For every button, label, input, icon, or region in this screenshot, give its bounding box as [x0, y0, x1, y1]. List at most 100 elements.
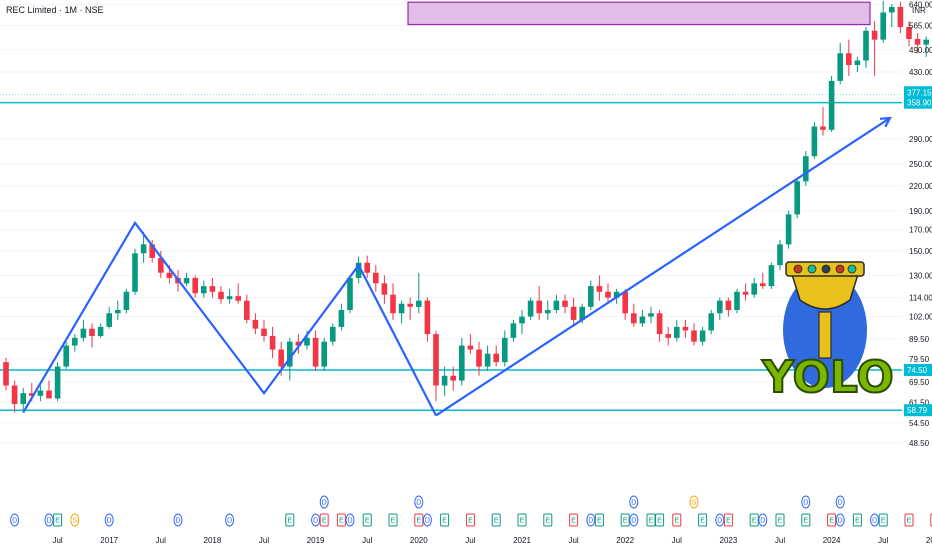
x-tick-label: Jul: [362, 536, 372, 545]
candle-body: [80, 328, 87, 338]
candle: [510, 319, 517, 342]
y-tick-label: 430.00: [909, 68, 932, 77]
chart-title: REC Limited · 1M · NSE: [6, 5, 104, 15]
marker-letter: D: [838, 500, 843, 507]
time-axis: Jul 2017 Jul 2018 Jul 2019 Jul 2020 Jul 2021 Jul 20…: [52, 536, 932, 545]
marker-shape: [689, 495, 699, 509]
candle: [674, 319, 680, 342]
candle-body: [768, 265, 775, 287]
dividend-marker: D: [870, 513, 880, 527]
earnings-marker: E: [543, 513, 553, 527]
gem-dot: [847, 264, 857, 274]
candle-body: [304, 337, 310, 346]
candle-body: [3, 362, 9, 386]
earnings-marker: E: [672, 513, 682, 527]
marker-shape: [70, 513, 80, 527]
trend-line: [435, 117, 891, 417]
marker-letter: D: [872, 518, 877, 525]
candle-body: [527, 300, 534, 317]
candle-body: [398, 303, 405, 314]
candle-body: [777, 244, 783, 266]
candle: [570, 297, 577, 327]
y-tick-label: 640.00: [909, 0, 932, 9]
candle-body: [201, 286, 207, 294]
candle-body: [209, 286, 216, 292]
candle-body: [390, 294, 396, 314]
marker-shape: [362, 513, 372, 527]
earnings-marker: E: [491, 513, 501, 527]
marker-shape: [173, 513, 183, 527]
x-tick-label: Jul: [878, 536, 888, 545]
marker-letter: D: [588, 518, 593, 525]
marker-letter: E: [700, 518, 705, 525]
earnings-marker: E: [414, 513, 424, 527]
candle-body: [811, 126, 818, 157]
y-tick-label: 220.00: [909, 182, 932, 191]
candle: [20, 388, 26, 410]
marker-letter: D: [760, 518, 765, 525]
dividend-marker: D: [414, 495, 424, 509]
candle-body: [803, 156, 809, 182]
candle: [476, 341, 482, 376]
earnings-marker: E: [827, 513, 837, 527]
candle: [562, 294, 568, 314]
candle-body: [760, 283, 766, 287]
candle: [252, 313, 259, 335]
candle: [244, 294, 250, 324]
candle-body: [106, 313, 112, 327]
marker-letter: D: [107, 518, 112, 525]
candle: [132, 248, 138, 295]
candle: [854, 56, 861, 72]
candle: [226, 288, 233, 304]
marker-letter: D: [631, 500, 636, 507]
candle-body: [519, 316, 525, 324]
candle: [846, 39, 852, 76]
candle: [682, 319, 689, 338]
candle: [760, 272, 766, 289]
marker-letter: D: [12, 518, 17, 525]
candle-body: [682, 326, 689, 331]
dividend-marker: D: [835, 513, 845, 527]
candle-body: [46, 390, 52, 399]
x-tick-label: Jul: [259, 536, 269, 545]
candle: [897, 1, 904, 34]
earnings-marker: E: [285, 513, 295, 527]
candle: [407, 297, 413, 320]
candle-body: [605, 291, 611, 298]
gem-dot: [835, 264, 845, 274]
candle-body: [295, 341, 302, 346]
candle: [467, 334, 474, 354]
x-tick-label: Jul: [465, 536, 475, 545]
candle-body: [502, 337, 508, 363]
candle: [46, 380, 52, 399]
marker-letter: E: [778, 518, 783, 525]
y-tick-label: 150.00: [909, 247, 932, 256]
marker-letter: E: [494, 518, 499, 525]
yolo-watermark: YOLO: [760, 261, 895, 404]
candle: [527, 297, 534, 320]
candle-body: [166, 272, 173, 278]
x-tick-label: 2017: [100, 536, 118, 545]
candle: [115, 300, 121, 320]
marker-shape: [870, 513, 880, 527]
y-tick-label: 61.50: [909, 399, 930, 408]
candle: [450, 366, 456, 391]
candles: [3, 0, 929, 413]
level-badge: [904, 96, 932, 109]
x-tick-label: 2022: [616, 536, 634, 545]
marker-shape: [414, 495, 424, 509]
x-tick-label: 2020: [410, 536, 428, 545]
candle: [441, 366, 448, 396]
candle-body: [493, 353, 499, 363]
cup-bowl: [788, 267, 862, 310]
dividend-marker: D: [586, 513, 596, 527]
candle-body: [588, 286, 594, 307]
marker-shape: [104, 513, 114, 527]
candle-body: [140, 244, 147, 254]
marker-letter: E: [520, 518, 525, 525]
candle-body: [192, 277, 198, 294]
candle: [123, 288, 130, 314]
candle-body: [364, 262, 370, 273]
marker-shape: [655, 513, 665, 527]
